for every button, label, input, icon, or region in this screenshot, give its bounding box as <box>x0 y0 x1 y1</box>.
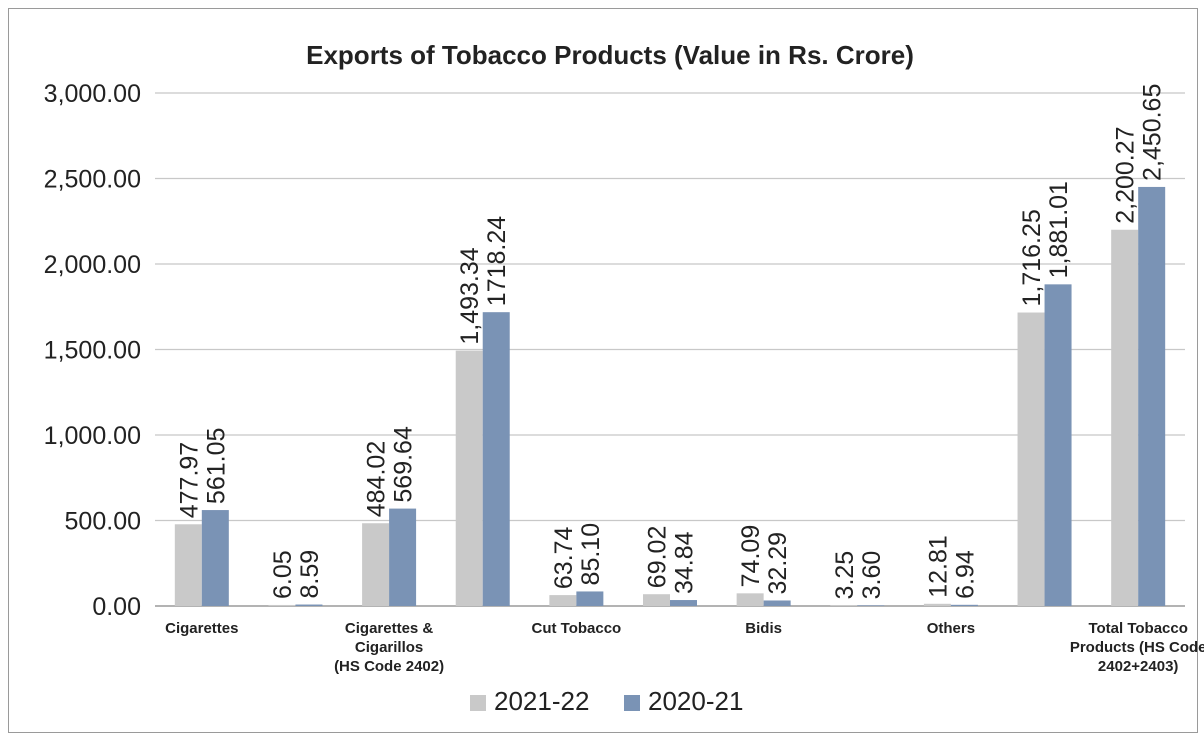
x-tick-label: Cigarettes <box>165 620 238 637</box>
bar-2021-22-4 <box>549 595 577 606</box>
data-label: 85.10 <box>577 523 605 586</box>
y-tick-label: 1,000.00 <box>44 422 141 450</box>
legend-label: 2021-22 <box>494 686 589 716</box>
bar-2021-22-5 <box>643 594 670 606</box>
data-label: 8.59 <box>296 550 324 599</box>
data-label: 2,450.65 <box>1139 84 1167 181</box>
data-label: 69.02 <box>644 526 672 589</box>
x-tick-label: Cut Tobacco <box>531 620 621 637</box>
x-tick-label: Total Tobacco Products (HS Code 2402+2403) <box>1070 620 1204 675</box>
data-label: 74.09 <box>737 525 765 588</box>
data-label: 2,200.27 <box>1112 126 1140 223</box>
bar-2021-22-6 <box>736 593 764 606</box>
data-label: 484.02 <box>363 441 391 517</box>
y-tick-label: 2,500.00 <box>44 166 141 194</box>
bar-2020-21-5 <box>670 600 697 606</box>
y-axis-ticks: 0.00 500.00 1,000.00 1,500.00 2,000.00 2,500.… <box>44 80 141 621</box>
bar-2020-21-1 <box>295 604 323 606</box>
bar-2020-21-10 <box>1138 186 1166 606</box>
data-label: 12.81 <box>924 535 952 598</box>
data-label: 477.97 <box>175 442 203 518</box>
chart-title: Exports of Tobacco Products (Value in Rs… <box>306 40 914 70</box>
y-tick-label: 500.00 <box>65 508 141 536</box>
bar-2021-22-0 <box>174 524 202 606</box>
data-label: 1,493.34 <box>456 247 484 344</box>
legend-swatch <box>470 695 486 711</box>
data-label: 1718.24 <box>483 216 511 306</box>
grid-lines <box>155 92 1185 607</box>
bar-2020-21-6 <box>763 600 791 606</box>
data-label: 6.05 <box>269 550 297 599</box>
legend-label: 2020-21 <box>648 686 743 716</box>
bar-2021-22-7 <box>830 605 858 606</box>
y-tick-label: 0.00 <box>92 593 141 621</box>
data-label: 34.84 <box>671 531 699 594</box>
bar-2021-22-2 <box>362 523 390 606</box>
data-label: 3.60 <box>858 551 886 600</box>
y-tick-label: 1,500.00 <box>44 337 141 365</box>
data-labels: 477.97 561.05 6.05 8.59 484.02 569.64 1,493.34… <box>175 84 1166 600</box>
data-label: 3.25 <box>831 551 859 600</box>
data-label: 6.94 <box>951 550 979 599</box>
bar-2020-21-7 <box>857 605 885 606</box>
chart-frame <box>8 8 1198 733</box>
bar-2020-21-0 <box>201 510 229 606</box>
data-label: 569.64 <box>390 426 418 503</box>
bars <box>174 186 1166 606</box>
data-label: 561.05 <box>202 428 230 504</box>
bar-2021-22-1 <box>268 604 296 606</box>
data-label: 32.29 <box>764 532 792 595</box>
y-tick-label: 3,000.00 <box>44 80 141 108</box>
x-tick-label: Bidis <box>745 620 782 637</box>
bar-2020-21-2 <box>389 508 417 606</box>
bar-2021-22-8 <box>923 603 951 606</box>
y-tick-label: 2,000.00 <box>44 251 141 279</box>
bar-2021-22-10 <box>1111 229 1139 606</box>
bar-2021-22-3 <box>455 350 483 606</box>
data-label: 63.74 <box>550 526 578 589</box>
data-label: 1,881.01 <box>1045 181 1073 278</box>
bar-2021-22-9 <box>1017 312 1045 606</box>
x-tick-label: Cigarettes & Cigarillos (HS Code 2402) <box>334 620 444 675</box>
x-tick-label: Others <box>927 620 975 637</box>
legend: 2021-22 2020-21 <box>470 686 743 716</box>
legend-swatch <box>624 695 640 711</box>
data-label: 1,716.25 <box>1018 209 1046 306</box>
x-axis-ticks: Cigarettes Cigarettes & Cigarillos (HS Code… <box>165 620 1204 675</box>
bar-2020-21-9 <box>1044 284 1072 606</box>
bar-2020-21-4 <box>576 591 604 606</box>
bar-2020-21-3 <box>482 312 510 606</box>
bar-2020-21-8 <box>950 604 978 606</box>
